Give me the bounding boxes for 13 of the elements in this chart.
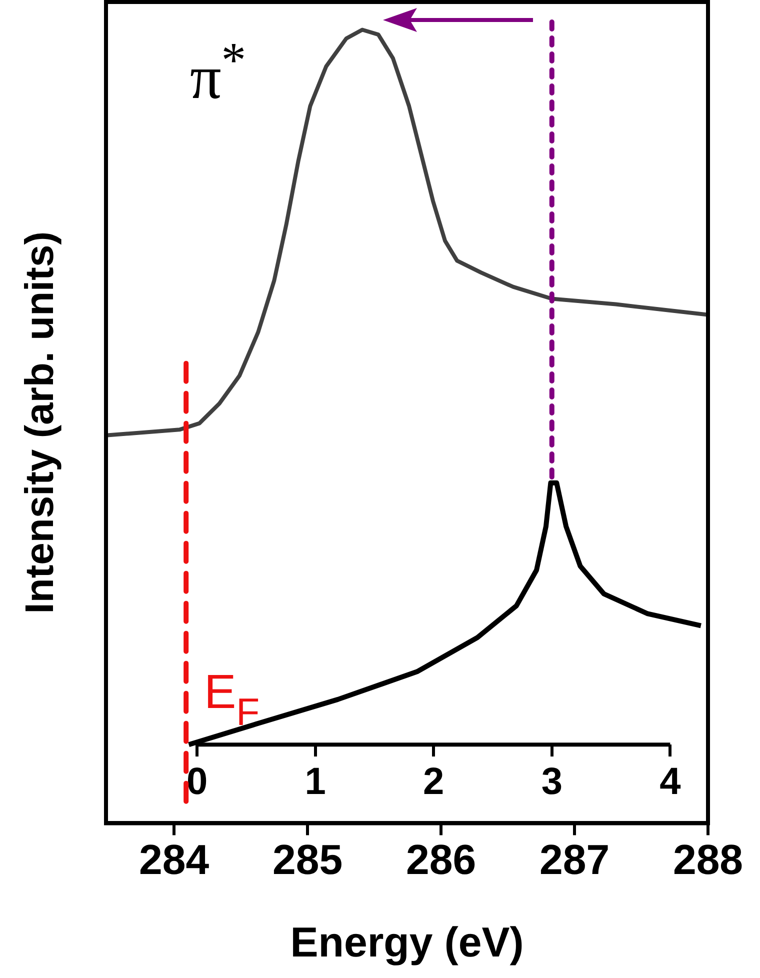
x-tick-label: 287 — [539, 836, 610, 883]
x2-tick-label: 0 — [186, 760, 208, 803]
x-tick-label: 284 — [139, 836, 210, 883]
x2-tick-label: 4 — [660, 760, 681, 803]
y-axis-title: Intensity (arb. units) — [18, 231, 62, 614]
x-tick-label: 286 — [406, 836, 476, 883]
x2-tick-label: 3 — [541, 760, 562, 803]
x-tick-label: 288 — [672, 836, 744, 883]
x-tick-label: 285 — [272, 836, 343, 883]
x-axis-title: Energy (eV) — [290, 918, 524, 966]
x2-tick-label: 2 — [423, 760, 444, 803]
x2-tick-label: 1 — [304, 760, 326, 803]
annotation: π* — [190, 32, 246, 112]
